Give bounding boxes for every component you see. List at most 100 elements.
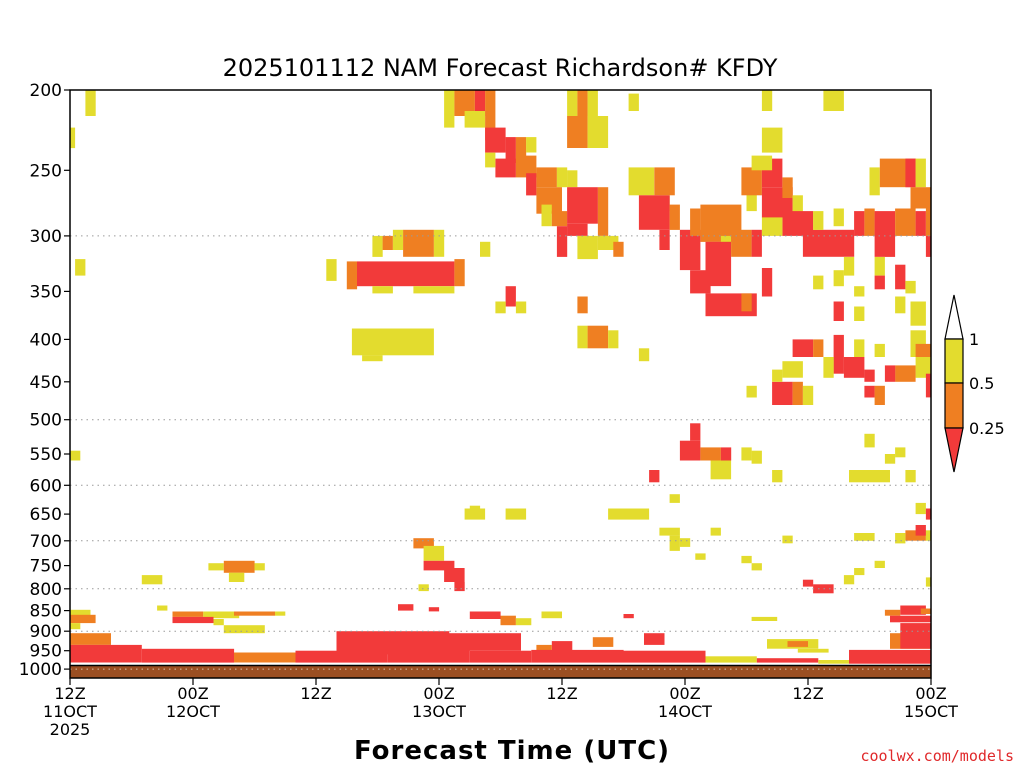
ground-fill xyxy=(70,665,931,678)
colorbar: 1 0.5 0.25 xyxy=(944,294,1005,473)
y-tick-label: 950 xyxy=(30,642,62,662)
heatmap-cell-red xyxy=(444,568,465,582)
heatmap-cell-yellow xyxy=(915,158,926,188)
heatmap-cell-yellow xyxy=(782,535,793,544)
heatmap-cell-yellow xyxy=(854,286,865,297)
x-axis-label: Forecast Time (UTC) xyxy=(354,736,670,766)
ground-layer xyxy=(70,664,931,678)
heatmap-cell-orange xyxy=(925,198,931,236)
x-tick-label: 12Z xyxy=(54,684,85,703)
heatmap-cell-yellow xyxy=(761,90,773,111)
heatmap-cell-yellow xyxy=(208,563,224,571)
y-axis-ticks: 200 250 300 350 400 450 500 550 600 650 700 750 8008… xyxy=(19,81,70,680)
heatmap-cell-yellow xyxy=(505,508,527,520)
y-tick-label: 600 xyxy=(30,476,62,496)
heatmap-cell-orange xyxy=(910,187,931,209)
heatmap-cell-yellow xyxy=(782,361,803,378)
heatmap-cell-red xyxy=(756,658,819,663)
heatmap-cell-yellow xyxy=(444,90,455,128)
heatmap-cell-yellow xyxy=(659,527,680,536)
heatmap-cell-yellow xyxy=(915,502,926,515)
heatmap-cell-red xyxy=(874,275,885,290)
heatmap-cell-orange xyxy=(454,90,475,116)
heatmap-cell-yellow xyxy=(761,217,783,236)
heatmap-cell-red xyxy=(531,649,624,663)
heatmap-cell-yellow xyxy=(587,90,598,116)
heatmap-cell-red xyxy=(638,195,670,230)
heatmap-cell-red xyxy=(802,229,855,257)
heatmap-cell-red xyxy=(439,633,521,651)
heatmap-cell-orange xyxy=(515,137,527,163)
heatmap-cell-red xyxy=(469,611,501,619)
heatmap-cell-yellow xyxy=(792,195,803,214)
heatmap-cell-yellow xyxy=(372,235,383,257)
heatmap-cell-red xyxy=(526,173,537,196)
heatmap-cell-yellow xyxy=(628,167,655,196)
heatmap-cell-orange xyxy=(700,447,721,461)
heatmap-cell-yellow xyxy=(526,137,537,153)
heatmap-cell-red xyxy=(623,650,706,663)
heatmap-cell-orange xyxy=(874,385,885,405)
heatmap-cells xyxy=(70,90,932,664)
heatmap-cell-yellow xyxy=(813,211,824,230)
heatmap-cell-orange xyxy=(234,611,275,616)
heatmap-cell-red xyxy=(900,605,926,615)
heatmap-cell-yellow xyxy=(413,286,455,294)
heatmap-cell-yellow xyxy=(905,280,916,294)
heatmap-cell-orange xyxy=(895,365,916,382)
heatmap-cell-orange xyxy=(234,652,296,663)
heatmap-cell-yellow xyxy=(761,127,783,153)
heatmap-cell-yellow xyxy=(567,90,578,116)
heatmap-cell-yellow xyxy=(669,535,680,551)
heatmap-cell-red xyxy=(505,286,516,307)
heatmap-cell-orange xyxy=(613,241,624,257)
heatmap-cell-red xyxy=(649,470,660,483)
heatmap-cell-orange xyxy=(70,633,111,645)
heatmap-cell-yellow xyxy=(772,470,783,483)
heatmap-cell-red xyxy=(644,633,665,645)
heatmap-cell-orange xyxy=(454,259,465,287)
y-tick-label: 650 xyxy=(30,505,62,525)
heatmap-cell-orange xyxy=(567,116,588,148)
heatmap-cell-yellow xyxy=(70,450,81,461)
colorbar-label-0.5: 0.5 xyxy=(969,374,994,393)
heatmap-cell-yellow xyxy=(705,656,757,663)
heatmap-cell-yellow xyxy=(392,229,404,250)
heatmap-cell-yellow xyxy=(515,618,532,626)
heatmap-cell-orange xyxy=(587,325,609,349)
heatmap-cell-red xyxy=(623,614,634,619)
heatmap-cell-yellow xyxy=(423,545,445,561)
heatmap-cell-yellow xyxy=(905,470,916,483)
heatmap-cell-orange xyxy=(551,211,568,227)
heatmap-cell-yellow xyxy=(854,533,875,541)
heatmap-cell-yellow xyxy=(362,355,383,362)
y-tick-label: 250 xyxy=(30,161,62,181)
heatmap-cell-yellow xyxy=(85,90,96,116)
heatmap-cell-yellow xyxy=(157,605,168,611)
heatmap-cell-yellow xyxy=(854,306,865,321)
heatmap-cell-red xyxy=(802,579,814,587)
heatmap-cell-orange xyxy=(485,90,496,141)
heatmap-cell-red xyxy=(567,223,588,236)
heatmap-cell-yellow xyxy=(751,616,778,621)
heatmap-cell-yellow xyxy=(874,560,885,568)
heatmap-cell-yellow xyxy=(874,343,885,357)
heatmap-cell-red xyxy=(761,268,773,297)
x-tick-label: 2025 xyxy=(50,720,91,739)
heatmap-cell-red xyxy=(843,357,865,378)
heatmap-cell-orange xyxy=(500,615,516,626)
heatmap-cell-red xyxy=(295,650,388,663)
heatmap-cell-orange xyxy=(654,167,675,196)
heatmap-cell-yellow xyxy=(869,167,880,196)
heatmap-cell-yellow xyxy=(469,505,481,515)
heatmap-cell-yellow xyxy=(843,575,855,585)
heatmap-cell-orange xyxy=(382,235,393,250)
y-tick-label: 800 xyxy=(30,580,62,600)
heatmap-cell-yellow xyxy=(751,563,762,571)
heatmap-cell-red xyxy=(792,339,814,357)
heatmap-cell-red xyxy=(387,646,470,663)
heatmap-cell-orange xyxy=(536,167,557,188)
heatmap-cell-orange xyxy=(864,208,875,236)
